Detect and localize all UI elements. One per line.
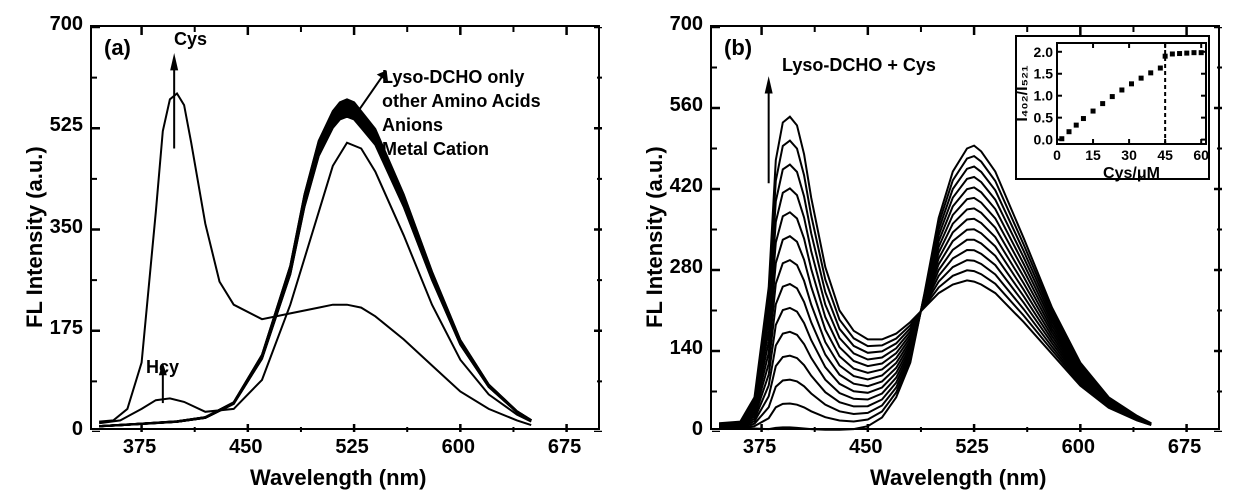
annotation-main-0: Lyso-DCHO only: [382, 67, 524, 88]
ytick-label-b: 560: [655, 94, 703, 117]
ytick-label-b: 280: [655, 256, 703, 279]
xtick-label-a: 375: [115, 436, 165, 459]
ytick-label-b: 140: [655, 337, 703, 360]
annotation-b: Lyso-DCHO + Cys: [782, 55, 936, 76]
svg-text:60: 60: [1193, 147, 1209, 163]
svg-text:1.0: 1.0: [1034, 88, 1054, 104]
svg-text:1.5: 1.5: [1034, 66, 1054, 82]
annotation-main-3: Metal Cation: [382, 139, 489, 160]
inset-svg: 0.0 0.5 1.0 1.5 2.0 0 15 30 45 60 I₄₀₂/I₅₂₁ Cys/μM: [1017, 37, 1212, 182]
ylabel-b: FL Intensity (a.u.): [642, 128, 668, 328]
ytick-label-a: 350: [35, 216, 83, 239]
xtick-label-b: 450: [841, 436, 891, 459]
svg-text:0.0: 0.0: [1034, 132, 1054, 148]
svg-text:15: 15: [1085, 147, 1101, 163]
svg-text:Cys/μM: Cys/μM: [1103, 165, 1160, 182]
xtick-label-a: 600: [433, 436, 483, 459]
svg-text:2.0: 2.0: [1034, 44, 1054, 60]
xtick-label-a: 450: [221, 436, 271, 459]
ytick-label-b: 420: [655, 175, 703, 198]
panel-label-a: (a): [104, 35, 131, 61]
ytick-label-b: 0: [655, 418, 703, 441]
xtick-label-b: 600: [1053, 436, 1103, 459]
ytick-label-a: 700: [35, 13, 83, 36]
figure-container: (a) Cys Hcy Lyso-DCHO only other Amino A…: [0, 0, 1240, 504]
annotation-main-2: Anions: [382, 115, 443, 136]
ytick-label-a: 0: [35, 418, 83, 441]
xtick-label-a: 675: [540, 436, 590, 459]
annotation-main-1: other Amino Acids: [382, 91, 541, 112]
annotation-cys: Cys: [174, 29, 207, 50]
plot-area-a: (a) Cys Hcy Lyso-DCHO only other Amino A…: [90, 25, 600, 430]
xtick-label-b: 675: [1160, 436, 1210, 459]
xtick-label-b: 525: [947, 436, 997, 459]
xlabel-b: Wavelength (nm): [870, 465, 1046, 491]
panel-b: (b) Lyso-DCHO + Cys 0.0 0.5 1.0 1.5 2.0 0 15 30…: [630, 10, 1230, 494]
xtick-label-b: 375: [735, 436, 785, 459]
svg-text:45: 45: [1157, 147, 1173, 163]
panel-label-b: (b): [724, 35, 752, 61]
svg-text:I₄₀₂/I₅₂₁: I₄₀₂/I₅₂₁: [1017, 65, 1031, 122]
ytick-label-a: 525: [35, 114, 83, 137]
annotation-hcy: Hcy: [146, 357, 179, 378]
svg-text:0: 0: [1053, 147, 1061, 163]
xtick-label-a: 525: [327, 436, 377, 459]
ytick-label-b: 700: [655, 13, 703, 36]
inset-plot: 0.0 0.5 1.0 1.5 2.0 0 15 30 45 60 I₄₀₂/I₅₂₁ Cys/μM: [1015, 35, 1210, 180]
ytick-label-a: 175: [35, 317, 83, 340]
panel-a: (a) Cys Hcy Lyso-DCHO only other Amino A…: [10, 10, 610, 494]
svg-text:30: 30: [1121, 147, 1137, 163]
xlabel-a: Wavelength (nm): [250, 465, 426, 491]
svg-text:0.5: 0.5: [1034, 110, 1054, 126]
plot-area-b: (b) Lyso-DCHO + Cys 0.0 0.5 1.0 1.5 2.0 0 15 30…: [710, 25, 1220, 430]
